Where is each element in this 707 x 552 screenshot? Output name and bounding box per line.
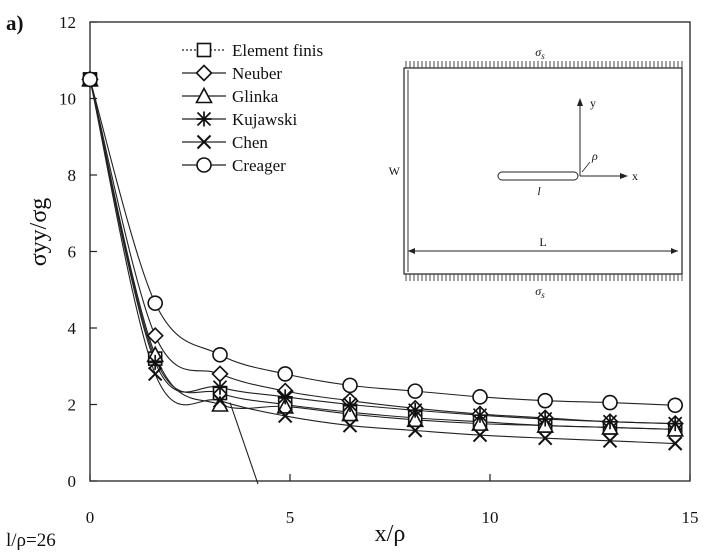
series-markers [81,70,685,451]
data-point-chen [537,430,553,446]
data-point-glinka [276,397,295,414]
data-point-neuber [211,365,229,383]
data-point-chen [147,366,163,382]
y-tick-label: 8 [68,166,77,185]
data-point-creager [472,389,488,405]
legend-label-chen: Chen [232,133,268,152]
inset-x-label: x [632,169,638,183]
data-point-creager [602,394,618,411]
y-tick-label: 12 [59,13,76,32]
x-tick-label: 5 [286,508,295,527]
legend-label-glinka: Glinka [232,87,279,106]
rho-pointer [581,161,591,173]
plate-outline [403,67,683,275]
data-point-creager [667,397,684,414]
inset-y-label: y [590,96,596,110]
legend-marker-chen [196,134,212,150]
data-point-kujawski [537,411,553,427]
annotation-leader-line [229,402,259,485]
inset-x-arrow [620,173,628,179]
data-point-creager [147,295,163,311]
data-point-creager [407,383,424,399]
y-tick-label: 0 [68,472,77,491]
data-point-creager [212,346,228,363]
geometry-inset: σs σs W Ll y x ρ [389,45,683,300]
legend-marker-neuber [195,64,213,82]
legend-marker-glinka [195,86,213,104]
legend-label-kujawski: Kujawski [232,110,297,129]
data-point-creager [82,71,98,88]
data-point-creager [342,377,358,394]
x-tick-label: 15 [682,508,699,527]
inset-rho-label: ρ [591,149,598,163]
data-point-kujawski [342,397,358,412]
data-point-neuber [146,327,164,345]
x-tick-label: 0 [86,508,95,527]
inset-length-label: L [539,235,546,249]
data-point-glinka [341,404,359,422]
axes: 0 5 10 15 0 2 4 6 8 10 12 [59,13,699,527]
data-point-chen [342,418,358,433]
data-point-chen [602,433,618,449]
notch-length-label: l [537,184,541,198]
data-point-glinka [471,414,489,431]
data-point-chen [472,427,488,443]
data-point-kujawski [602,414,618,430]
data-point-chen [212,393,228,408]
legend-marker-element-finis [196,42,212,58]
inset-sigma-bottom: σs [535,284,545,300]
legend: Element finis Neuber Glinka Kujawski Chen Cre… [182,41,323,175]
legend-label-element-finis: Element finis [232,41,323,60]
data-point-kujawski [407,402,423,418]
inset-w-label: W [389,164,401,178]
panel-label: a) [6,11,24,35]
legend-label-creager: Creager [232,156,286,175]
data-point-kujawski [277,389,293,405]
inset-sigma-top: σs [535,45,545,61]
x-tick-label: 10 [482,508,499,527]
y-tick-label: 4 [68,319,77,338]
data-point-creager [537,392,554,409]
y-axis-title: σyy/σg [26,198,52,267]
data-point-chen [277,408,293,424]
y-tick-label: 10 [59,90,76,109]
y-tick-label: 2 [68,396,77,415]
data-point-chen [667,436,683,451]
y-tick-label: 6 [68,243,77,262]
data-point-chen [407,423,423,438]
x-axis-title: x/ρ [375,521,406,547]
legend-label-neuber: Neuber [232,64,282,83]
data-point-kujawski [147,354,163,370]
ratio-note: l/ρ=26 [6,530,56,551]
notch-shape [497,171,579,181]
l-arrow-left [408,248,415,254]
legend-marker-creager [196,157,212,173]
data-point-kujawski [667,416,683,432]
figure-text: a) l/ρ=26 x/ρ σyy/σg [6,11,405,551]
data-point-glinka [406,410,425,428]
inset-y-arrow [577,98,583,106]
data-point-creager [277,366,294,382]
legend-marker-kujawski [196,111,212,127]
l-arrow-right [671,248,678,254]
data-point-kujawski [472,407,488,423]
data-point-kujawski [212,379,228,395]
